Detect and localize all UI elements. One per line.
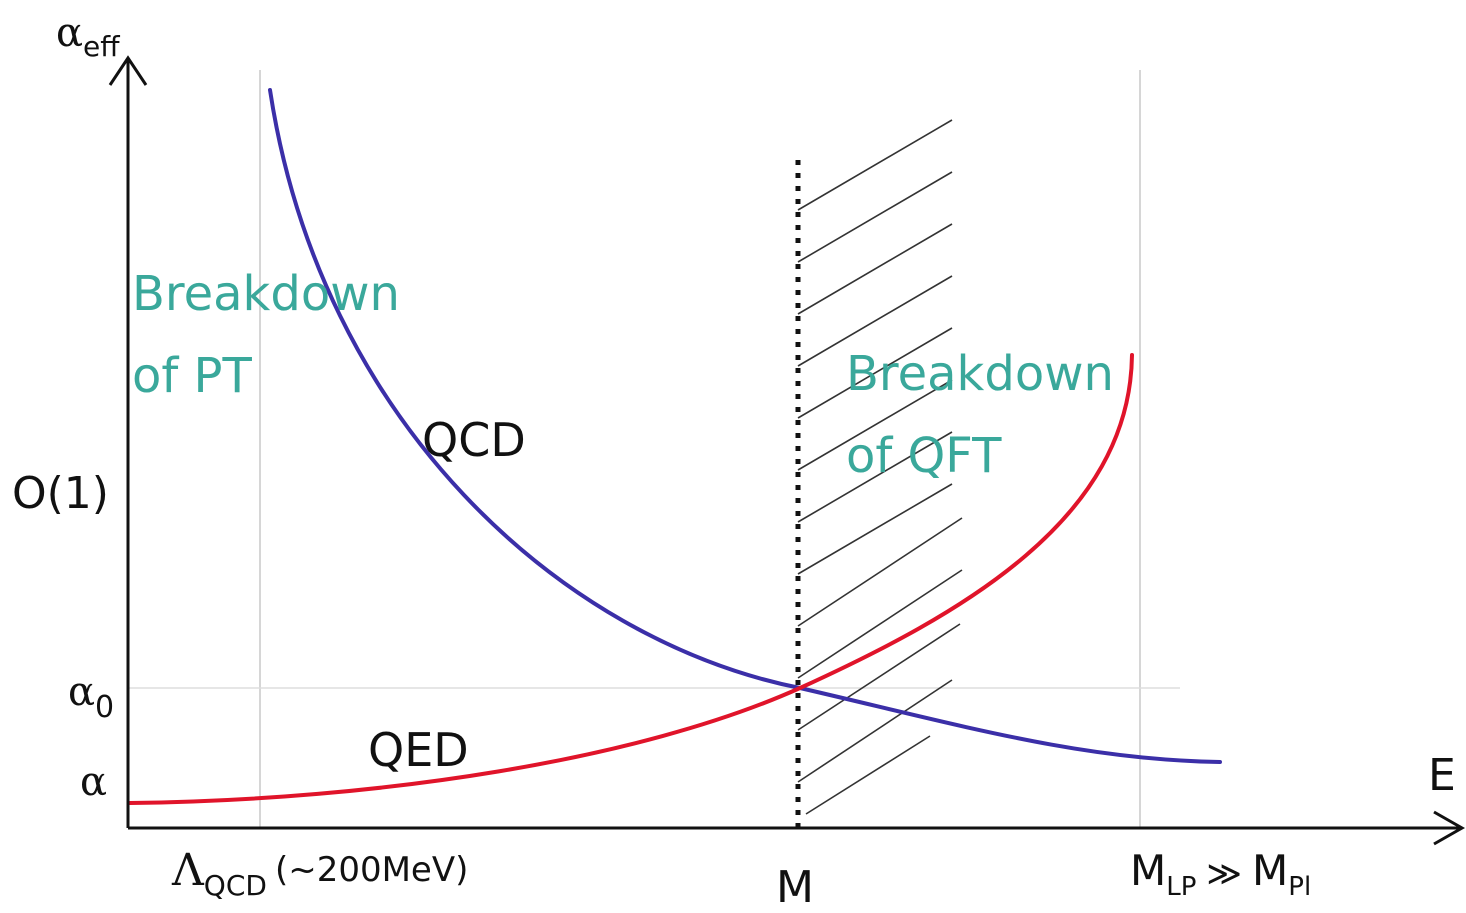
qcd-curve	[268, 88, 1222, 764]
y-axis-title: αeff	[56, 10, 120, 63]
y-tick-alpha0-symbol: α	[68, 669, 95, 715]
x-axis-title: E	[1428, 750, 1456, 801]
y-axis-subscript: eff	[83, 30, 120, 63]
y-tick-alpha: α	[80, 759, 107, 805]
x-tick-mlp-relation: ≫	[1206, 854, 1242, 894]
x-tick-mpl-subscript: Pl	[1288, 872, 1311, 902]
qed-curve	[128, 353, 1134, 805]
qft-breakdown-hatch	[797, 119, 963, 815]
x-tick-mlp-symbol: M	[1130, 846, 1166, 895]
x-tick-lambda-qcd: ΛQCD (~200MeV)	[171, 845, 468, 902]
x-tick-mlp: MLP ≫ MPl	[1130, 846, 1311, 902]
y-axis-symbol: α	[56, 10, 83, 56]
y-tick-order-one: O(1)	[12, 468, 109, 519]
x-tick-lambda-symbol: Λ	[171, 845, 205, 896]
x-tick-lambda-subscript: QCD	[204, 869, 267, 902]
qft-breakdown-line2: of QFT	[846, 428, 1002, 484]
x-tick-lambda-note: (~200MeV)	[275, 850, 468, 890]
qed-label: QED	[368, 723, 469, 777]
x-tick-m: M	[776, 862, 814, 913]
pt-breakdown-line2: of PT	[132, 348, 252, 404]
x-tick-mpl-symbol: M	[1252, 846, 1288, 895]
pt-breakdown-line1: Breakdown	[132, 266, 400, 322]
qft-breakdown-line1: Breakdown	[846, 346, 1114, 402]
axes	[108, 55, 1466, 846]
y-tick-alpha0-subscript: 0	[95, 690, 114, 725]
qcd-label: QCD	[422, 413, 526, 467]
y-tick-alpha0: α0	[68, 669, 114, 725]
x-tick-mlp-subscript: LP	[1166, 872, 1196, 902]
